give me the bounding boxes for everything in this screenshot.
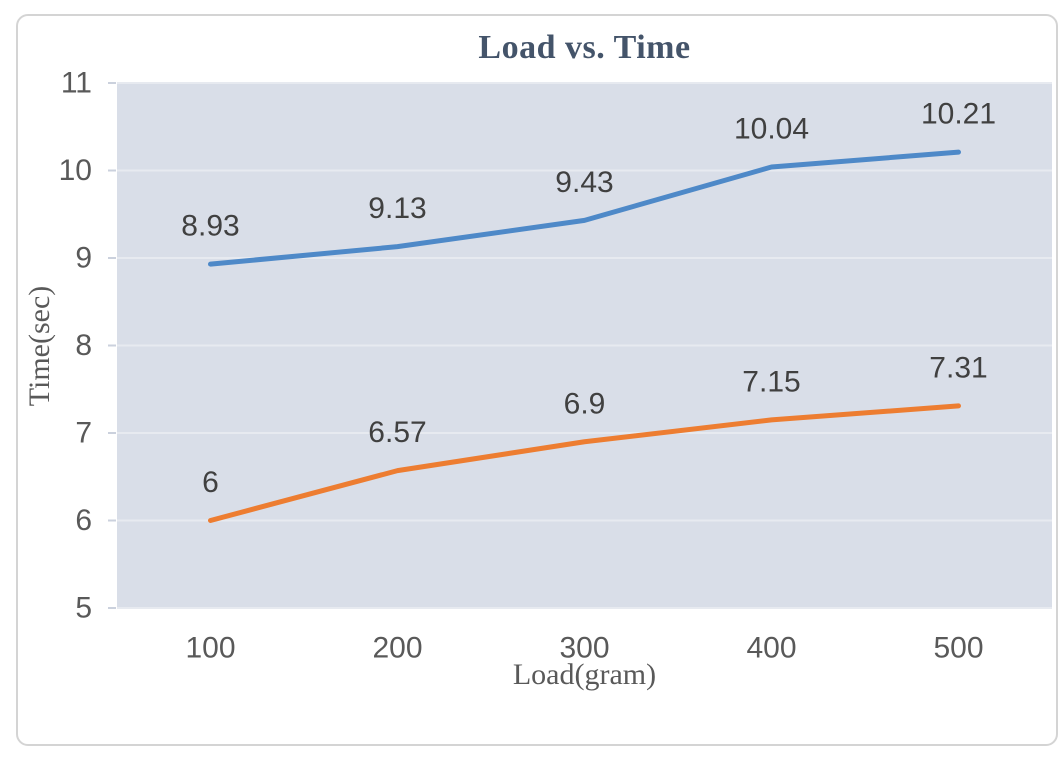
upper-time-series-data-label: 9.43 [555, 166, 613, 199]
y-tick-label: 10 [59, 154, 92, 187]
lower-time-series-data-label: 6 [202, 466, 219, 499]
x-tick-label: 100 [185, 632, 235, 665]
x-tick-label: 200 [372, 632, 422, 665]
x-axis-title: Load(gram) [512, 658, 657, 691]
y-tick-label: 9 [75, 242, 92, 275]
x-tick-label: 400 [746, 632, 796, 665]
lower-time-series-data-label: 6.9 [564, 387, 606, 420]
lower-time-series-data-label: 7.31 [929, 351, 987, 384]
x-tick-label: 300 [559, 632, 609, 665]
y-tick-label: 7 [75, 417, 92, 450]
y-axis-title: Time(sec) [23, 285, 56, 407]
upper-time-series-data-label: 10.04 [734, 113, 809, 146]
y-tick-label: 8 [75, 329, 92, 362]
upper-time-series-line [208, 149, 961, 267]
upper-time-series-data-label: 9.13 [368, 192, 426, 225]
y-tick-label: 6 [75, 504, 92, 537]
y-tick-label: 11 [61, 67, 92, 100]
y-tick-label: 5 [75, 592, 92, 625]
lower-time-series-data-label: 7.15 [742, 365, 800, 398]
chart-title: Load vs. Time [478, 29, 691, 66]
chart-frame [16, 14, 1058, 746]
lower-time-series-data-label: 6.57 [368, 416, 426, 449]
upper-time-series-data-label: 10.21 [921, 98, 996, 131]
x-tick-label: 500 [933, 632, 983, 665]
upper-time-series-data-label: 8.93 [181, 210, 239, 243]
lower-time-series-line [208, 403, 961, 523]
